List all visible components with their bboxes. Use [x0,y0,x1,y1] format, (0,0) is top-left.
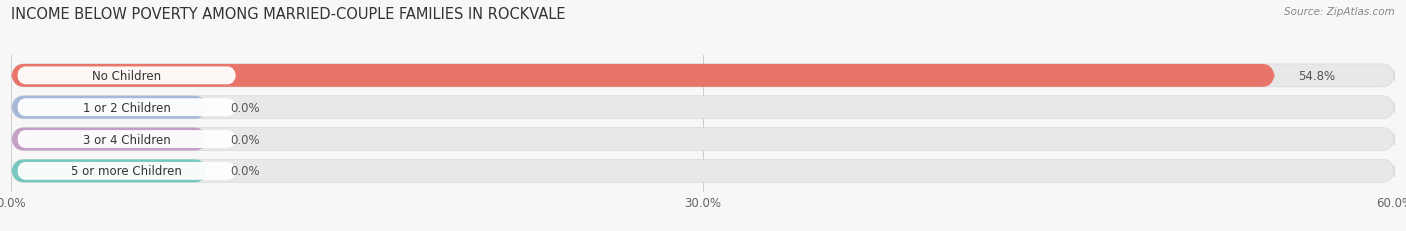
Text: 0.0%: 0.0% [231,165,260,178]
Text: Source: ZipAtlas.com: Source: ZipAtlas.com [1284,7,1395,17]
Text: INCOME BELOW POVERTY AMONG MARRIED-COUPLE FAMILIES IN ROCKVALE: INCOME BELOW POVERTY AMONG MARRIED-COUPL… [11,7,565,22]
FancyBboxPatch shape [11,160,1395,182]
Text: 1 or 2 Children: 1 or 2 Children [83,101,170,114]
FancyBboxPatch shape [11,128,207,151]
FancyBboxPatch shape [17,162,236,180]
Text: 3 or 4 Children: 3 or 4 Children [83,133,170,146]
FancyBboxPatch shape [17,67,236,85]
Text: No Children: No Children [91,70,162,82]
FancyBboxPatch shape [11,96,207,119]
FancyBboxPatch shape [11,128,1395,151]
FancyBboxPatch shape [11,65,1395,88]
Text: 5 or more Children: 5 or more Children [72,165,181,178]
Text: 54.8%: 54.8% [1298,70,1336,82]
FancyBboxPatch shape [17,99,236,117]
FancyBboxPatch shape [11,96,1395,119]
FancyBboxPatch shape [17,131,236,148]
FancyBboxPatch shape [11,65,1275,88]
FancyBboxPatch shape [11,160,207,182]
Text: 0.0%: 0.0% [231,101,260,114]
Text: 0.0%: 0.0% [231,133,260,146]
